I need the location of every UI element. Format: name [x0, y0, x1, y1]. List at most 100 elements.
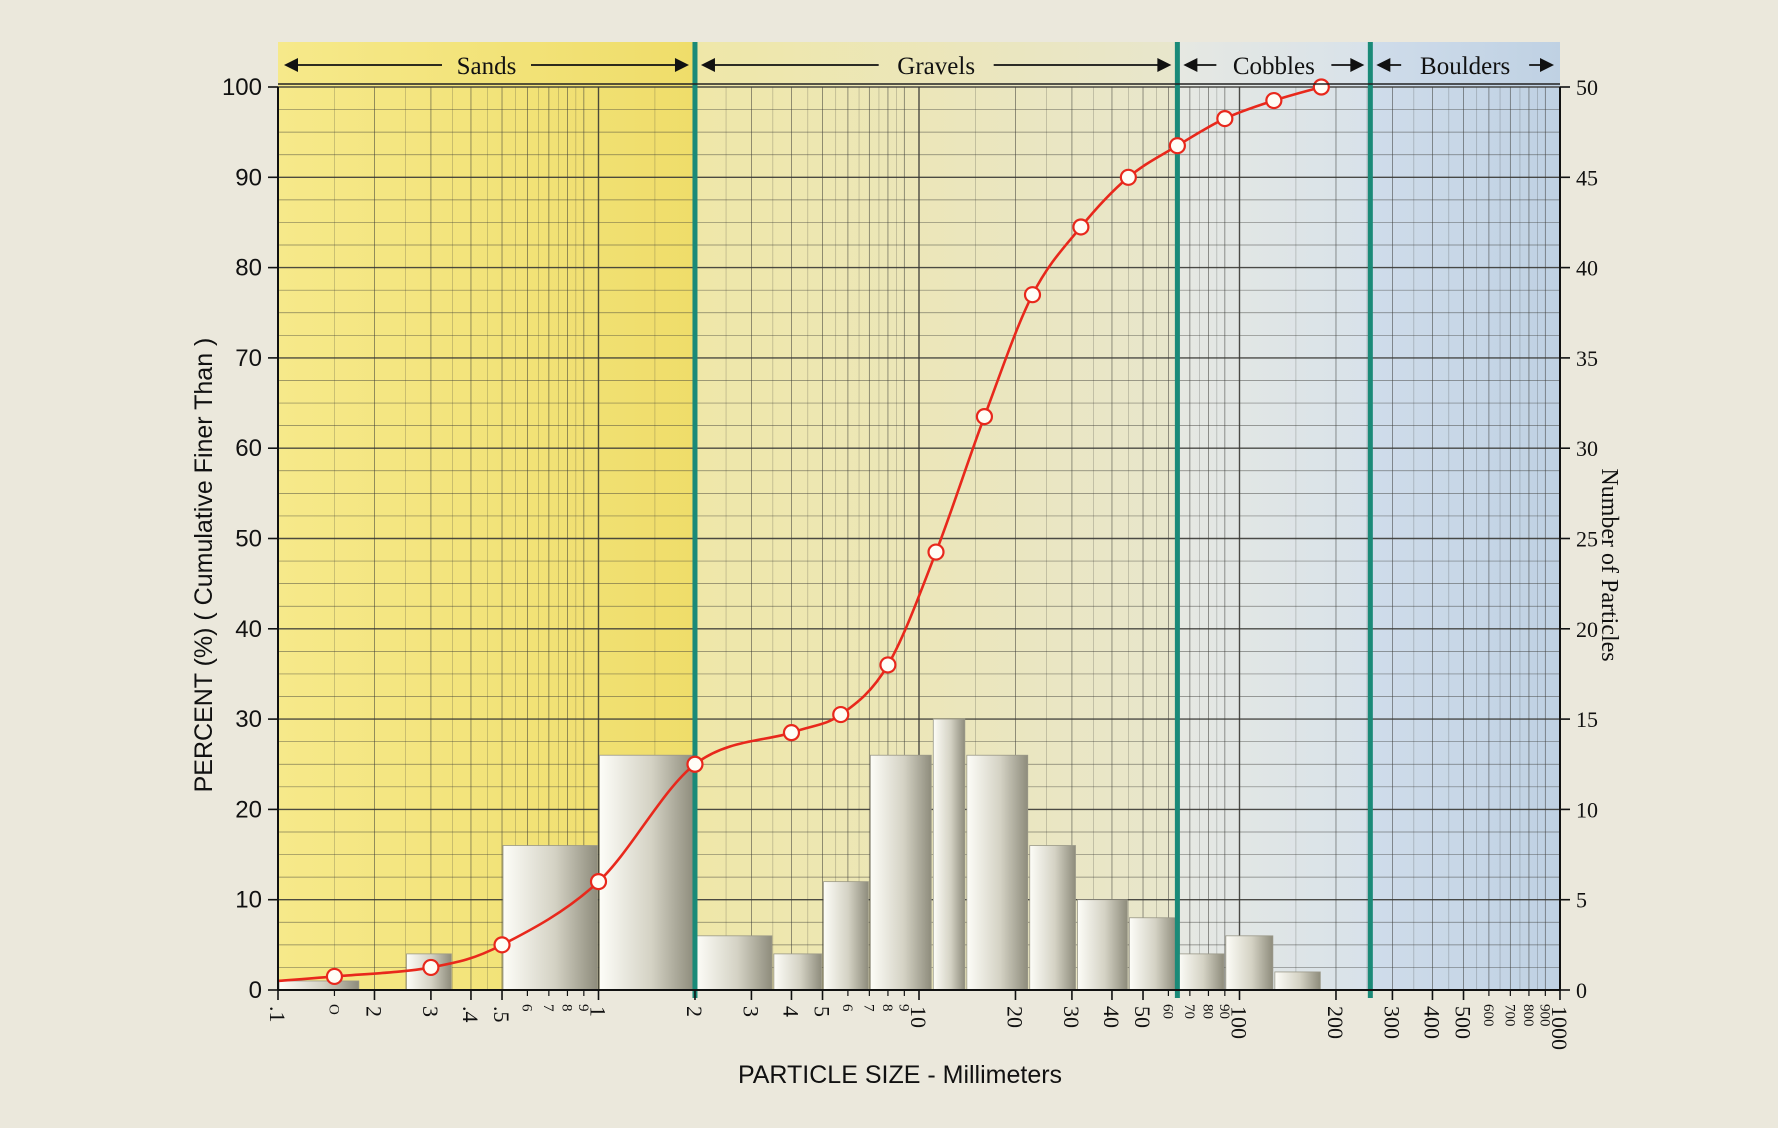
y-tick-left-label: 30 [235, 706, 262, 733]
histogram-bar [1274, 971, 1321, 991]
cumulative-point [975, 407, 994, 426]
y-tick-right-label: 50 [1576, 75, 1598, 100]
y-tick-right-label: 40 [1576, 256, 1598, 281]
histogram-bar [1029, 845, 1076, 991]
cumulative-point [832, 705, 850, 724]
cumulative-point [1265, 91, 1283, 110]
histogram-bar [1177, 953, 1225, 991]
x-tick-major-label: 50 [1130, 1006, 1155, 1028]
cumulative-point [1168, 137, 1186, 155]
y-tick-left-label: 70 [235, 345, 262, 372]
x-axis-label: PARTICLE SIZE - Millimeters [738, 1061, 1062, 1089]
class-arrow-left-head [1376, 58, 1391, 72]
x-tick-major-label: 20 [1002, 1006, 1027, 1028]
x-tick-major-label: 1 [586, 1006, 611, 1017]
cumulative-point [879, 656, 897, 674]
x-tick-minor-label: 90 [1216, 1004, 1232, 1019]
chart-axes: 0102030405060708090100051015202530354045… [222, 74, 1598, 1050]
cumulative-point [422, 958, 440, 977]
y-axis-right-label: Number of Particles [1596, 468, 1622, 661]
class-label-boulders: Boulders [1420, 53, 1510, 80]
y-tick-left-label: 20 [235, 796, 262, 823]
y-tick-left-label: 0 [249, 977, 262, 1004]
x-tick-major-label: .4 [458, 1006, 483, 1023]
x-tick-major-label: 3 [738, 1006, 763, 1017]
x-tick-minor-label: 700 [1501, 1004, 1517, 1027]
y-tick-right-label: 25 [1576, 527, 1598, 552]
class-arrow-right-head [1540, 58, 1554, 72]
x-tick-minor-label: 80 [1199, 1004, 1215, 1019]
y-tick-left-label: 10 [235, 887, 262, 914]
class-boundary-lines [692, 42, 1373, 998]
cumulative-curve [277, 78, 1330, 986]
class-label-cobbles: Cobbles [1233, 53, 1315, 80]
histogram-bar [599, 754, 695, 991]
x-tick-major-label: 2 [682, 1006, 707, 1017]
x-tick-major-label: 2 [361, 1006, 386, 1017]
x-tick-major-label: 3 [418, 1006, 443, 1017]
x-tick-minor-label: 8 [558, 1004, 574, 1012]
x-tick-minor-label: 7 [540, 1004, 556, 1012]
y-tick-left-label: 100 [222, 74, 262, 101]
cumulative-point [1072, 218, 1090, 236]
cumulative-point [1312, 78, 1330, 96]
class-arrow-left-head [284, 58, 298, 72]
x-tick-major-label: 1000 [1547, 1006, 1572, 1050]
y-tick-right-label: 45 [1576, 165, 1598, 190]
x-tick-major-label: 40 [1099, 1006, 1124, 1028]
y-axis-left-label: PERCENT (%) ( Cumulative Finer Than ) [190, 338, 218, 793]
x-tick-major-label: 30 [1059, 1006, 1084, 1028]
histogram-bar [869, 754, 932, 991]
size-class-header: Sands Gravels Cobbles Boulders [278, 53, 1560, 85]
y-tick-left-label: 60 [235, 435, 262, 462]
x-tick-minor-label: 9 [575, 1004, 591, 1012]
cumulative-point [589, 873, 608, 891]
cumulative-point [1119, 168, 1137, 186]
x-tick-major-label: 200 [1323, 1006, 1348, 1039]
x-tick-minor-label: 60 [1159, 1004, 1175, 1019]
x-tick-major-label: 500 [1451, 1006, 1476, 1039]
x-tick-major-label: 4 [778, 1006, 803, 1017]
x-tick-minor-label: 70 [1181, 1004, 1197, 1019]
x-tick-minor-label: 900 [1536, 1004, 1552, 1027]
cumulative-point [927, 543, 945, 561]
x-tick-major-label: 10 [906, 1006, 931, 1028]
x-tick-minor-label: 800 [1520, 1004, 1536, 1027]
y-tick-left-label: 90 [235, 164, 262, 191]
y-tick-left-label: 40 [235, 616, 262, 643]
cumulative-point [1023, 286, 1042, 304]
y-tick-right-label: 10 [1576, 797, 1598, 822]
y-tick-left-label: 80 [235, 255, 262, 282]
class-arrow-right-head [1350, 58, 1365, 72]
cumulative-point [686, 755, 704, 773]
cumulative-point [325, 967, 344, 986]
y-tick-right-label: 20 [1576, 617, 1598, 642]
x-tick-major-label: 300 [1379, 1006, 1404, 1039]
x-tick-major-label: .5 [489, 1006, 514, 1023]
y-tick-left-label: 50 [235, 526, 262, 553]
histogram-bar [932, 718, 966, 991]
histogram-bar [1077, 899, 1128, 991]
x-tick-minor-label: 9 [895, 1004, 911, 1012]
cumulative-point [782, 724, 801, 742]
cumulative-point [1216, 110, 1234, 128]
histogram-bar [966, 754, 1029, 991]
y-tick-right-label: 0 [1576, 978, 1587, 1003]
histogram-bar [1128, 917, 1177, 991]
x-tick-major-label: 100 [1227, 1006, 1252, 1039]
class-label-gravels: Gravels [897, 53, 975, 80]
x-tick-minor-label: 6 [518, 1004, 534, 1012]
y-tick-right-label: 35 [1576, 346, 1598, 371]
x-tick-major-label: 5 [810, 1006, 835, 1017]
class-arrow-right-head [1157, 58, 1172, 72]
x-tick-major-label: .1 [265, 1006, 290, 1023]
x-tick-minor-label: O [325, 1004, 341, 1015]
histogram-bar [1225, 935, 1274, 991]
x-tick-minor-label: 8 [879, 1004, 895, 1012]
x-tick-minor-label: 600 [1480, 1004, 1496, 1027]
x-tick-major-label: 400 [1419, 1006, 1444, 1039]
class-arrow-left-head [700, 58, 715, 72]
y-tick-right-label: 15 [1576, 707, 1598, 732]
class-label-sands: Sands [457, 53, 517, 80]
